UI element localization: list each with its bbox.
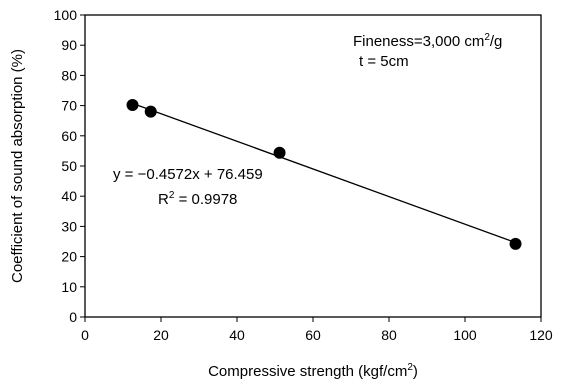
y-tick-label: 80: [61, 67, 77, 83]
fineness-unit: /g: [490, 33, 503, 50]
thickness-annotation: t = 5cm: [359, 53, 409, 70]
trendline-equation: y = −0.4572x + 76.459: [113, 166, 263, 183]
trendline: [132, 102, 516, 244]
x-axis-title: Compressive strength (kgf/cm2): [208, 362, 418, 380]
y-tick-label: 90: [61, 37, 77, 53]
data-point: [126, 98, 139, 111]
y-tick-label: 20: [61, 249, 77, 265]
y-axis-ticks: 0 10 20 30 40 50 60 70 80 90 100: [54, 7, 85, 325]
plot-area: [84, 14, 542, 318]
x-axis-ticks: 0 20 40 60 80 100 120: [81, 317, 553, 343]
x-tick-label: 80: [381, 327, 397, 343]
x-tick-label: 40: [229, 327, 245, 343]
r-squared-value: = 0.9978: [174, 191, 237, 208]
r-squared-label: R2 = 0.9978: [158, 190, 237, 208]
x-axis-title-end: ): [413, 363, 418, 380]
fineness-annotation: Fineness=3,000 cm2/g: [353, 32, 502, 50]
r-squared-prefix: R: [158, 191, 169, 208]
data-point: [144, 105, 157, 118]
x-axis-title-superscript: 2: [407, 362, 413, 373]
data-points: [126, 98, 522, 250]
fineness-superscript: 2: [484, 32, 490, 43]
fineness-text: Fineness=3,000 cm: [353, 33, 484, 50]
data-point: [509, 237, 522, 250]
x-axis-title-text: Compressive strength (kgf/cm: [208, 363, 407, 380]
trendline-group: [132, 102, 516, 244]
data-point: [273, 146, 286, 159]
y-tick-label: 70: [61, 98, 77, 114]
y-tick-label: 40: [61, 188, 77, 204]
x-tick-label: 120: [529, 327, 553, 343]
x-tick-label: 100: [453, 327, 477, 343]
y-tick-label: 60: [61, 128, 77, 144]
y-tick-label: 30: [61, 218, 77, 234]
x-tick-label: 0: [81, 327, 89, 343]
r-squared-superscript: 2: [169, 190, 175, 201]
x-tick-label: 60: [305, 327, 321, 343]
y-tick-label: 10: [61, 279, 77, 295]
y-tick-label: 0: [69, 309, 77, 325]
y-axis-title: Coefficient of sound absorption (%): [9, 49, 26, 283]
x-tick-label: 20: [153, 327, 169, 343]
y-tick-label: 100: [54, 7, 78, 23]
y-tick-label: 50: [61, 158, 77, 174]
